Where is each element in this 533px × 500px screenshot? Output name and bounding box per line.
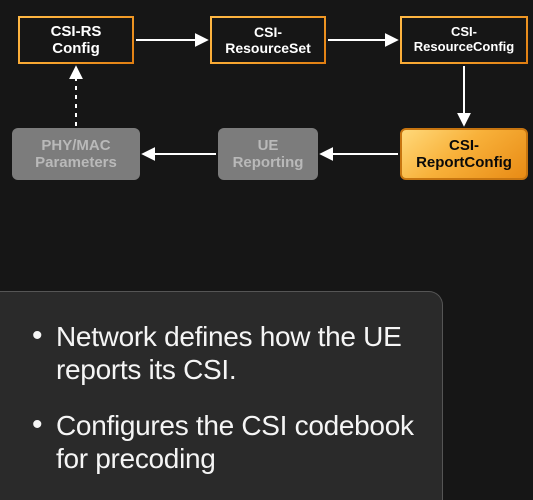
bullet-item: Network defines how the UE reports its C…	[28, 320, 424, 387]
node-csi-rs-config: CSI-RSConfig	[18, 16, 134, 64]
node-label: CSI-RSConfig	[51, 23, 102, 58]
node-label: PHY/MACParameters	[35, 137, 117, 172]
csi-flow-diagram: CSI-RSConfig CSI-ResourceSet CSI-Resourc…	[0, 0, 533, 230]
node-label: CSI-ResourceSet	[225, 24, 311, 56]
bullet-item: Configures the CSI codebook for precodin…	[28, 409, 424, 476]
description-card: Network defines how the UE reports its C…	[0, 291, 443, 500]
description-list: Network defines how the UE reports its C…	[28, 320, 424, 476]
node-csi-reportconfig: CSI-ReportConfig	[400, 128, 528, 180]
node-csi-resourceconfig: CSI-ResourceConfig	[400, 16, 528, 64]
node-csi-resourceset: CSI-ResourceSet	[210, 16, 326, 64]
node-phy-mac-parameters: PHY/MACParameters	[12, 128, 140, 180]
node-label: CSI-ReportConfig	[416, 137, 512, 172]
node-ue-reporting: UEReporting	[218, 128, 318, 180]
node-label: CSI-ResourceConfig	[414, 25, 514, 55]
node-label: UEReporting	[233, 137, 304, 172]
